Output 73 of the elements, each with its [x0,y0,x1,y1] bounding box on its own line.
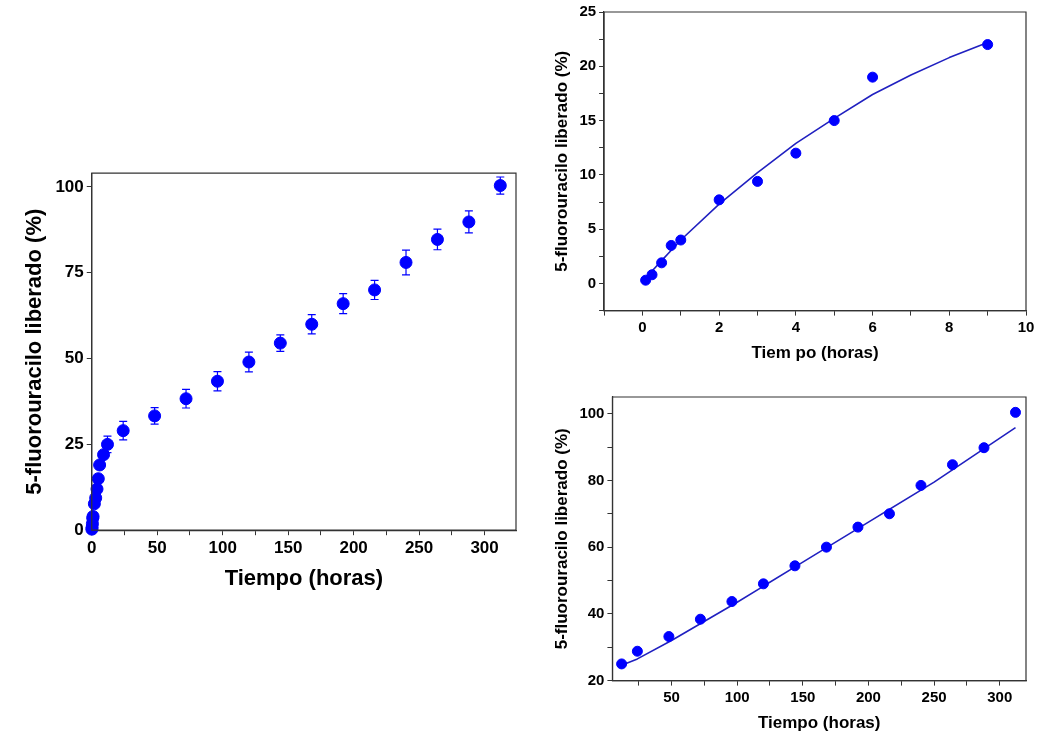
x-tick-label: 250 [404,538,434,558]
x-tick-label: 50 [663,687,680,705]
y-tick-label: 80 [587,470,605,488]
y-axis-title: 5-fluorouracilo liberado (%) [551,50,571,272]
point [656,257,668,269]
x-tick-label: 100 [208,538,237,558]
x-axis-title: Tiempo (horas) [757,713,881,733]
x-axis-title: Tiem po (horas) [751,343,879,363]
y-tick-label: 100 [55,176,84,196]
x-tick-label: 200 [855,687,881,705]
y-tick-label: 0 [587,273,597,291]
point [305,317,319,331]
point [757,578,769,590]
y-tick-label: 15 [579,110,597,128]
y-tick-label: 100 [579,403,605,421]
point [616,658,628,670]
y-tick-label: 40 [587,604,605,622]
point [915,479,927,491]
point [713,194,725,206]
x-axis-title: Tiempo (horas) [224,564,384,590]
point [789,560,801,572]
point [752,175,764,187]
x-tick-label: 300 [987,687,1013,705]
y-tick-label: 10 [579,165,597,183]
point [368,283,382,297]
y-tick-label: 25 [64,434,84,454]
x-tick-label: 100 [724,687,750,705]
y-tick-label: 20 [587,670,605,688]
point [867,71,879,83]
point [336,297,350,311]
point [430,232,444,246]
x-tick-label: 10 [1017,317,1035,335]
x-tick-label: 8 [945,317,954,335]
x-tick-label: 50 [147,538,167,558]
x-tick-label: 0 [87,538,97,558]
y-tick-label: 0 [74,519,84,539]
x-tick-label: 250 [921,687,947,705]
x-tick-label: 150 [790,687,816,705]
point [91,472,105,486]
x-tick-label: 4 [791,317,801,335]
point [631,645,643,657]
point [210,374,224,388]
point [726,596,738,608]
point [675,234,687,246]
y-tick-label: 75 [64,262,84,282]
x-tick-label: 2 [714,317,724,335]
x-tick-label: 300 [470,538,499,558]
point [820,541,832,553]
point [663,631,675,643]
point [946,459,958,471]
y-tick-label: 5 [587,219,597,237]
point [694,613,706,625]
point [852,521,864,533]
x-tick-label: 200 [339,538,368,558]
y-axis-title: 5-fluorouracilo liberado (%) [21,208,47,495]
x-tick-label: 6 [868,317,877,335]
y-tick-label: 25 [579,2,597,20]
point [1010,406,1021,418]
x-tick-label: 150 [273,538,303,558]
point [883,508,895,520]
x-tick-label: 0 [638,317,647,335]
point [982,39,994,51]
y-axis-title: 5-fluorouracilo liberado (%) [551,428,571,650]
point [790,147,802,159]
y-tick-label: 50 [64,348,84,368]
point [828,115,840,127]
y-tick-label: 60 [587,537,605,555]
point [978,442,990,454]
y-tick-label: 20 [579,56,597,74]
point [646,269,658,281]
point [93,458,107,472]
point [116,424,130,438]
point [665,239,677,251]
